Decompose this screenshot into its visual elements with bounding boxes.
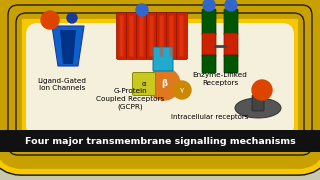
FancyBboxPatch shape	[224, 9, 238, 35]
FancyBboxPatch shape	[252, 95, 264, 111]
FancyBboxPatch shape	[224, 33, 238, 57]
FancyBboxPatch shape	[202, 9, 216, 35]
Circle shape	[41, 11, 59, 29]
Text: β: β	[161, 80, 167, 89]
FancyBboxPatch shape	[202, 55, 216, 73]
Text: γ: γ	[180, 87, 184, 93]
FancyBboxPatch shape	[119, 15, 124, 57]
Circle shape	[136, 4, 148, 16]
FancyBboxPatch shape	[159, 15, 164, 57]
Circle shape	[148, 68, 180, 100]
FancyBboxPatch shape	[130, 15, 133, 57]
FancyBboxPatch shape	[8, 5, 312, 155]
FancyBboxPatch shape	[149, 15, 154, 57]
Text: G-Protein
Coupled Receptors
(GCPR): G-Protein Coupled Receptors (GCPR)	[96, 88, 164, 109]
FancyBboxPatch shape	[166, 12, 178, 60]
Circle shape	[225, 0, 237, 11]
FancyBboxPatch shape	[153, 47, 173, 71]
Circle shape	[173, 81, 191, 99]
FancyBboxPatch shape	[137, 12, 148, 60]
FancyBboxPatch shape	[126, 12, 138, 60]
Circle shape	[252, 80, 272, 100]
Text: α: α	[142, 81, 146, 87]
FancyBboxPatch shape	[156, 12, 167, 60]
FancyBboxPatch shape	[177, 12, 188, 60]
FancyBboxPatch shape	[147, 12, 157, 60]
FancyBboxPatch shape	[224, 55, 238, 73]
Polygon shape	[52, 26, 84, 66]
FancyBboxPatch shape	[170, 15, 173, 57]
FancyBboxPatch shape	[140, 15, 143, 57]
Circle shape	[203, 0, 215, 11]
Circle shape	[67, 13, 77, 23]
Polygon shape	[60, 30, 76, 64]
Text: Intracellular receptors: Intracellular receptors	[171, 114, 249, 120]
FancyBboxPatch shape	[202, 33, 216, 57]
FancyBboxPatch shape	[180, 15, 183, 57]
FancyBboxPatch shape	[116, 12, 127, 60]
FancyBboxPatch shape	[26, 23, 294, 137]
Ellipse shape	[235, 98, 281, 118]
Text: Four major transmembrane signalling mechanisms: Four major transmembrane signalling mech…	[25, 136, 295, 145]
Text: Ligand-Gated
Ion Channels: Ligand-Gated Ion Channels	[37, 78, 86, 91]
FancyBboxPatch shape	[0, 130, 320, 152]
Text: Enzyme-Linked
Receptors: Enzyme-Linked Receptors	[193, 72, 247, 86]
FancyBboxPatch shape	[132, 73, 156, 96]
